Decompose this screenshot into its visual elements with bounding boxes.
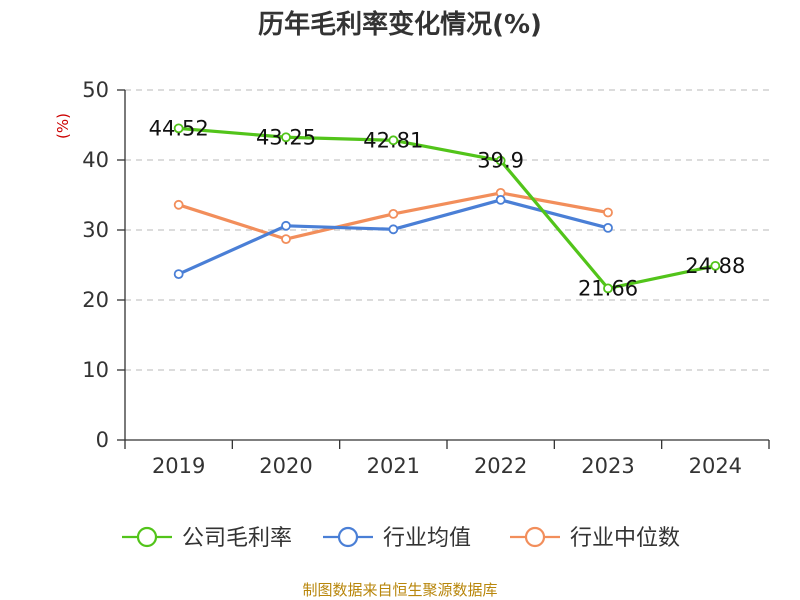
data-point <box>603 222 613 233</box>
data-point <box>388 224 399 235</box>
gridlines <box>125 89 769 371</box>
data-point <box>603 207 613 218</box>
data-labels: 44.52 43.25 42.81 39.9 21.66 24.88 <box>149 116 746 300</box>
data-point <box>495 155 506 166</box>
y-tick-label: 10 <box>82 358 109 382</box>
data-point <box>173 123 184 134</box>
data-point <box>173 199 184 210</box>
y-tick-label: 0 <box>96 428 109 452</box>
legend-label: 行业中位数 <box>570 526 680 551</box>
series-line <box>178 126 716 290</box>
legend-label: 公司毛利率 <box>182 526 292 551</box>
series-layer <box>173 123 721 294</box>
x-tick-label: 2019 <box>152 454 205 478</box>
data-point <box>495 194 506 205</box>
data-point <box>173 269 184 280</box>
chart-title: 历年毛利率变化情况(%) <box>258 9 542 40</box>
y-tick-label: 50 <box>82 78 109 102</box>
y-tick-label: 30 <box>82 218 109 242</box>
x-tick-label: 2021 <box>367 454 420 478</box>
y-tick-label: 20 <box>82 288 109 312</box>
data-point <box>388 135 399 146</box>
legend-marker <box>524 526 546 548</box>
data-label: 43.25 <box>256 125 316 149</box>
data-point <box>710 260 721 271</box>
data-label: 39.9 <box>477 149 524 173</box>
x-tick-label: 2020 <box>259 454 312 478</box>
data-label: 42.81 <box>363 128 423 152</box>
data-point <box>281 234 291 245</box>
data-point <box>281 132 291 143</box>
legend-label: 行业均值 <box>383 526 471 551</box>
data-point <box>388 208 399 219</box>
source-note: 制图数据来自恒生聚源数据库 <box>302 581 497 599</box>
data-label: 21.66 <box>578 276 638 300</box>
legend-marker <box>337 526 359 548</box>
data-label: 24.88 <box>685 254 745 278</box>
x-tick-label: 2023 <box>581 454 634 478</box>
y-tick-label: 40 <box>82 148 109 172</box>
y-axis-unit: (%) <box>54 113 72 139</box>
x-tick-label: 2024 <box>689 454 742 478</box>
data-point <box>281 220 291 231</box>
legend: 公司毛利率 行业均值 行业中位数 <box>122 526 680 551</box>
data-label: 44.52 <box>149 116 209 140</box>
x-tick-label: 2022 <box>474 454 527 478</box>
axes: 0 10 20 30 40 50 2019 2020 2021 2022 2023 2024 <box>82 78 770 478</box>
data-point <box>603 283 613 294</box>
legend-marker <box>136 526 158 548</box>
